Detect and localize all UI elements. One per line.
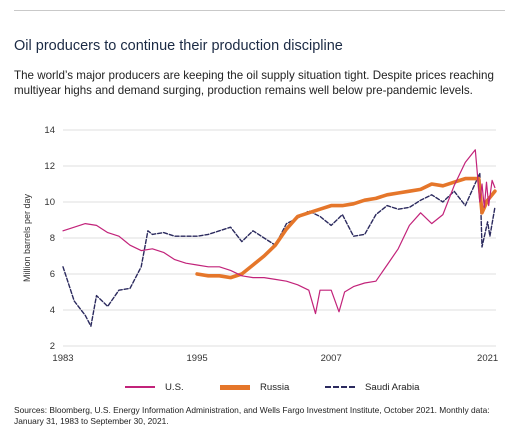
legend-swatch-russia — [220, 384, 250, 390]
legend-label-us: U.S. — [165, 381, 184, 393]
y-axis-ticks: 2 4 6 8 10 12 14 — [44, 125, 55, 352]
legend-label-russia: Russia — [260, 381, 290, 393]
x-tick-label-2021: 2021 — [477, 353, 498, 364]
x-tick-label-2007: 2007 — [321, 353, 342, 364]
y-tick-label-12: 12 — [44, 161, 55, 172]
x-tick-label-1995: 1995 — [187, 353, 208, 364]
y-tick-label-10: 10 — [44, 197, 55, 208]
y-tick-label-14: 14 — [44, 125, 55, 136]
series-lines — [62, 149, 497, 327]
legend: U.S. Russia Saudi Arabia — [0, 379, 519, 395]
chart-subtitle: The world’s major producers are keeping … — [14, 69, 494, 97]
y-tick-label-8: 8 — [50, 233, 55, 244]
y-tick-label-6: 6 — [50, 269, 55, 280]
series-line-saudi-arabia — [62, 172, 496, 327]
legend-swatch-saudi — [325, 386, 355, 388]
legend-item-us: U.S. — [125, 379, 184, 395]
legend-item-russia: Russia — [220, 379, 289, 395]
chart-title: Oil producers to continue their producti… — [14, 38, 343, 54]
legend-item-saudi: Saudi Arabia — [325, 379, 419, 395]
y-tick-label-2: 2 — [50, 341, 55, 352]
y-axis-label: Million barrels per day — [22, 193, 32, 282]
series-line-russia — [195, 176, 497, 280]
series-line-u-s — [62, 149, 496, 315]
legend-swatch-us — [125, 386, 155, 388]
x-tick-label-1983: 1983 — [52, 353, 73, 364]
sources-note: Sources: Bloomberg, U.S. Energy Informat… — [14, 405, 490, 426]
top-rule — [14, 10, 505, 11]
x-axis-ticks: 1983 1995 2007 2021 — [52, 353, 498, 364]
y-tick-label-4: 4 — [50, 305, 55, 316]
legend-label-saudi: Saudi Arabia — [365, 381, 420, 393]
